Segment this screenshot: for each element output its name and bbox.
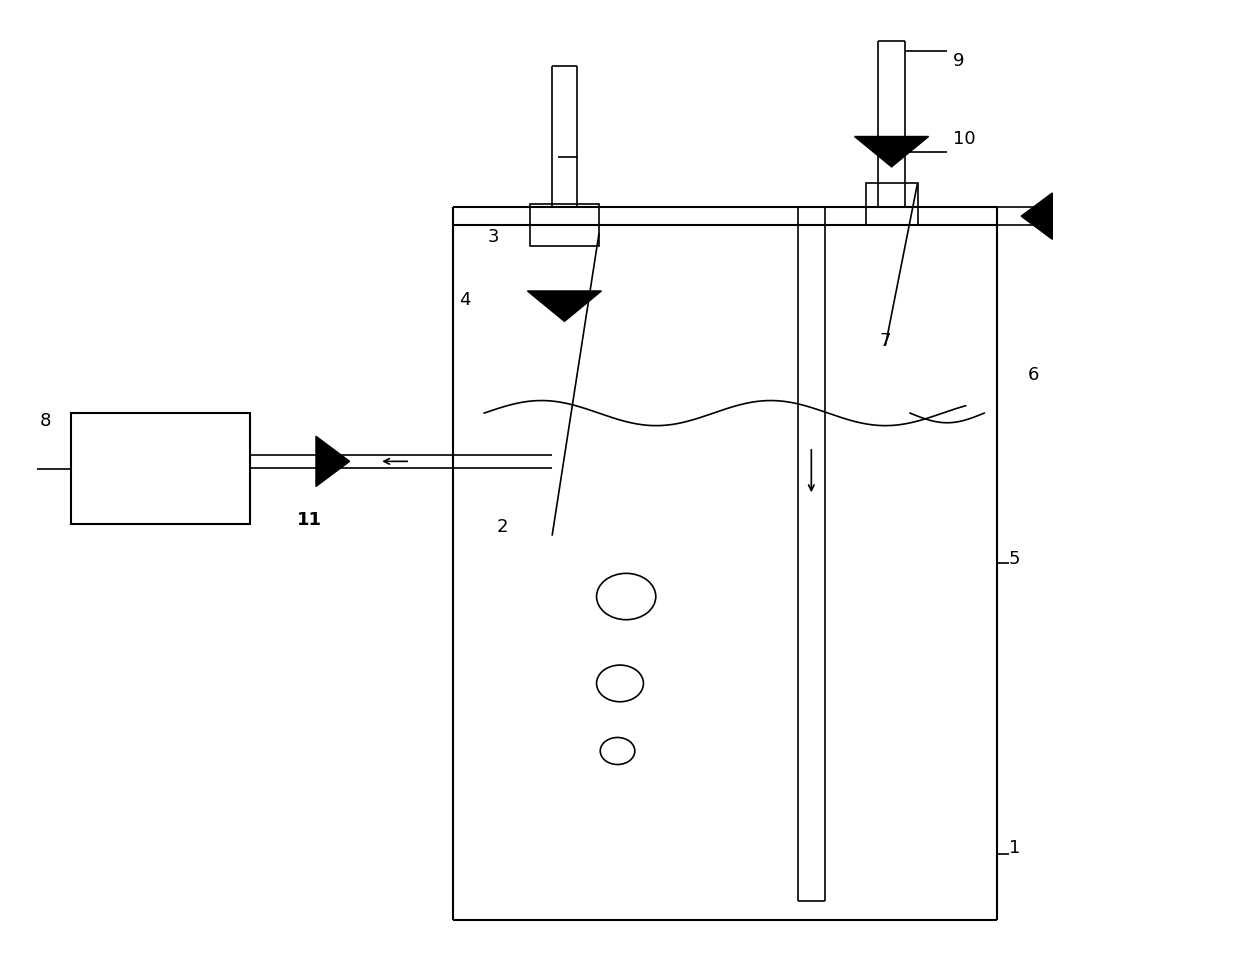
Bar: [866, 184, 918, 225]
Polygon shape: [854, 137, 929, 167]
Bar: [529, 204, 599, 246]
Text: 10: 10: [954, 129, 976, 148]
Bar: [71, 413, 249, 524]
Circle shape: [596, 573, 656, 619]
Polygon shape: [1022, 193, 1053, 239]
Text: 7: 7: [879, 332, 890, 351]
Polygon shape: [316, 436, 350, 486]
Text: 2: 2: [496, 518, 508, 536]
Text: 1: 1: [1009, 839, 1021, 857]
Text: 8: 8: [40, 412, 51, 429]
Text: 11: 11: [296, 511, 321, 529]
Text: 9: 9: [954, 52, 965, 70]
Circle shape: [600, 738, 635, 764]
Text: 4: 4: [460, 291, 471, 309]
Text: 6: 6: [1028, 366, 1039, 385]
Polygon shape: [527, 291, 601, 321]
Circle shape: [596, 665, 644, 702]
Text: 5: 5: [1009, 550, 1021, 568]
Text: 3: 3: [487, 228, 500, 246]
